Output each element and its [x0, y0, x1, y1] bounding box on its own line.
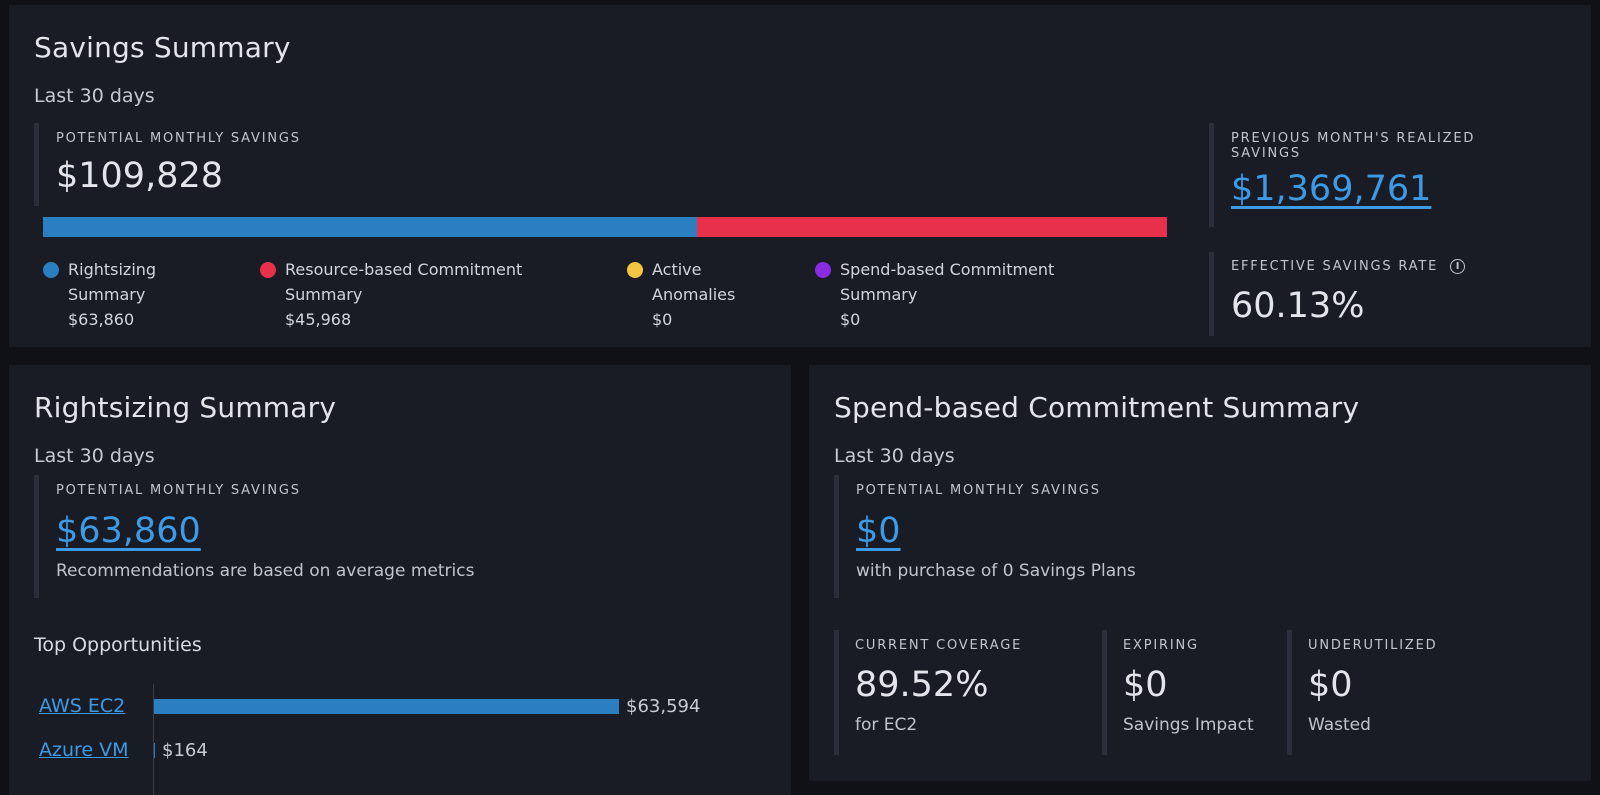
opportunity-bar[interactable] [154, 698, 619, 714]
expiring-value: $0 [1123, 665, 1168, 705]
current-coverage-note: for EC2 [855, 715, 918, 735]
legend-item-rightsizing[interactable]: Rightsizing Summary $63,860 [43, 257, 156, 332]
previous-month-realized-metric: PREVIOUS MONTH'S REALIZED SAVINGS $1,369… [1209, 123, 1549, 227]
opportunity-value: $164 [162, 739, 208, 761]
legend-amount: $63,860 [68, 310, 135, 329]
legend-dot-blue [43, 262, 59, 278]
info-icon[interactable]: i [1450, 259, 1466, 274]
current-coverage-label: CURRENT COVERAGE [855, 638, 1023, 653]
legend-dot-yellow [627, 262, 643, 278]
legend-dot-purple [815, 262, 831, 278]
expiring-label: EXPIRING [1123, 638, 1199, 653]
savings-breakdown-bar[interactable] [43, 217, 1167, 237]
rightsizing-potential-label: POTENTIAL MONTHLY SAVINGS [56, 483, 301, 498]
effective-savings-rate-label: EFFECTIVE SAVINGS RATE [1231, 259, 1439, 274]
expiring-note: Savings Impact [1123, 715, 1254, 735]
savings-summary-period: Last 30 days [34, 85, 155, 107]
legend-amount: $0 [840, 310, 861, 329]
legend-amount: $0 [652, 310, 673, 329]
opportunities-axis-line [153, 684, 154, 795]
effective-savings-rate-value: 60.13% [1231, 286, 1365, 326]
current-coverage-metric: CURRENT COVERAGE 89.52% for EC2 [834, 630, 1022, 755]
potential-monthly-savings-metric: POTENTIAL MONTHLY SAVINGS $109,828 [34, 123, 301, 206]
effective-savings-rate-metric: EFFECTIVE SAVINGS RATE i 60.13% [1209, 252, 1549, 336]
previous-month-label-line2: SAVINGS [1231, 146, 1301, 161]
legend-amount: $45,968 [285, 310, 352, 329]
legend-label: Summary [68, 285, 146, 304]
opportunity-link-azure-vm[interactable]: Azure VM [39, 739, 129, 761]
spend-based-potential-value-link[interactable]: $0 [856, 511, 901, 551]
opportunity-value: $63,594 [626, 695, 701, 717]
legend-label: Spend-based Commitment [840, 260, 1055, 279]
opportunity-link-aws-ec2[interactable]: AWS EC2 [39, 695, 126, 717]
previous-month-label-line1: PREVIOUS MONTH'S REALIZED [1231, 131, 1476, 146]
effective-savings-rate-label-row: EFFECTIVE SAVINGS RATE i [1231, 259, 1549, 274]
potential-monthly-savings-value: $109,828 [56, 156, 224, 196]
spend-based-potential-note: with purchase of 0 Savings Plans [856, 561, 1136, 581]
legend-item-resource-based[interactable]: Resource-based Commitment Summary $45,96… [260, 257, 522, 332]
rightsizing-potential-savings-metric: POTENTIAL MONTHLY SAVINGS $63,860 Recomm… [34, 475, 474, 598]
opportunity-row: AWS EC2 $63,594 [39, 691, 700, 721]
rightsizing-summary-title: Rightsizing Summary [34, 391, 337, 424]
legend-label: Summary [840, 285, 918, 304]
rightsizing-potential-value-link[interactable]: $63,860 [56, 511, 201, 551]
savings-summary-title: Savings Summary [34, 31, 291, 64]
legend-item-spend-based[interactable]: Spend-based Commitment Summary $0 [815, 257, 1054, 332]
spend-based-title: Spend-based Commitment Summary [834, 391, 1360, 424]
legend-label: Summary [285, 285, 363, 304]
spend-based-period: Last 30 days [834, 445, 955, 467]
legend-label: Rightsizing [68, 260, 157, 279]
potential-monthly-savings-label: POTENTIAL MONTHLY SAVINGS [56, 131, 301, 146]
underutilized-value: $0 [1308, 665, 1353, 705]
breakdown-segment-0[interactable] [43, 217, 697, 237]
opportunity-bar[interactable] [154, 742, 155, 758]
legend-label: Resource-based Commitment [285, 260, 523, 279]
rightsizing-potential-note: Recommendations are based on average met… [56, 561, 475, 581]
spend-based-potential-label: POTENTIAL MONTHLY SAVINGS [856, 483, 1101, 498]
current-coverage-value: 89.52% [855, 665, 989, 705]
savings-summary-panel: Savings Summary Last 30 days POTENTIAL M… [9, 5, 1591, 347]
underutilized-note: Wasted [1308, 715, 1371, 735]
opportunity-row: Azure VM $164 [39, 735, 208, 765]
legend-label: Anomalies [652, 285, 736, 304]
legend-item-active-anomalies[interactable]: Active Anomalies $0 [627, 257, 735, 332]
spend-based-commitment-panel: Spend-based Commitment Summary Last 30 d… [809, 365, 1591, 781]
breakdown-segment-1[interactable] [696, 217, 1167, 237]
rightsizing-summary-period: Last 30 days [34, 445, 155, 467]
legend-dot-red [260, 262, 276, 278]
legend-label: Active [652, 260, 702, 279]
spend-based-potential-savings-metric: POTENTIAL MONTHLY SAVINGS $0 with purcha… [834, 475, 1136, 598]
previous-month-value-link[interactable]: $1,369,761 [1231, 169, 1432, 209]
top-opportunities-heading: Top Opportunities [34, 634, 202, 656]
underutilized-label: UNDERUTILIZED [1308, 638, 1438, 653]
rightsizing-summary-panel: Rightsizing Summary Last 30 days POTENTI… [9, 365, 791, 795]
underutilized-metric: UNDERUTILIZED $0 Wasted [1287, 630, 1437, 755]
expiring-metric: EXPIRING $0 Savings Impact [1102, 630, 1254, 755]
